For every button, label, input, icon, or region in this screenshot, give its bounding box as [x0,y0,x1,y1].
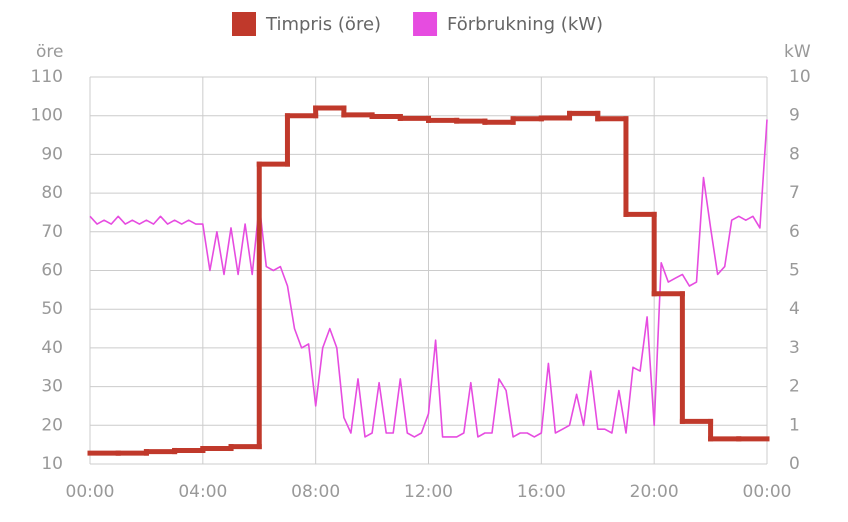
y-tick-label: 90 [41,144,63,164]
y-tick-label: 100 [31,106,63,126]
y2-tick-label: 6 [789,222,800,242]
x-tick-label: 08:00 [291,482,340,502]
x-tick-label: 00:00 [66,482,115,502]
y2-tick-label: 3 [789,338,800,358]
y2-tick-label: 9 [789,106,800,126]
legend-swatch [413,12,438,36]
consumption-line [89,119,768,438]
y-tick-label: 30 [41,377,63,397]
y2-tick-label: 10 [789,67,811,87]
y2-tick-label: 7 [789,183,800,203]
x-tick-label: 04:00 [178,482,227,502]
legend-text: Förbrukning (kW) [447,14,603,35]
x-tick-label: 20:00 [630,482,679,502]
legend-swatch [232,12,256,36]
x-tick-label: 12:00 [404,482,453,502]
y-tick-label: 40 [41,338,63,358]
legend-text: Timpris (öre) [265,14,381,35]
y-tick-label: 20 [41,415,63,435]
y-tick-label: 110 [31,67,63,87]
x-tick-label: 00:00 [743,482,792,502]
y2-tick-label: 2 [789,377,800,397]
y2-tick-label: 5 [789,261,800,281]
y2-tick-label: 0 [789,454,800,474]
y2-tick-label: 8 [789,144,800,164]
y2-tick-label: 1 [789,415,800,435]
y2-axis-label: kW [784,42,811,62]
y2-tick-label: 4 [789,299,800,319]
y-axis-label: öre [36,42,63,62]
y-tick-label: 10 [41,454,63,474]
x-tick-label: 16:00 [517,482,566,502]
y-tick-label: 60 [41,261,63,281]
y-tick-label: 80 [41,183,63,203]
y-tick-label: 70 [41,222,63,242]
y-tick-label: 50 [41,299,63,319]
